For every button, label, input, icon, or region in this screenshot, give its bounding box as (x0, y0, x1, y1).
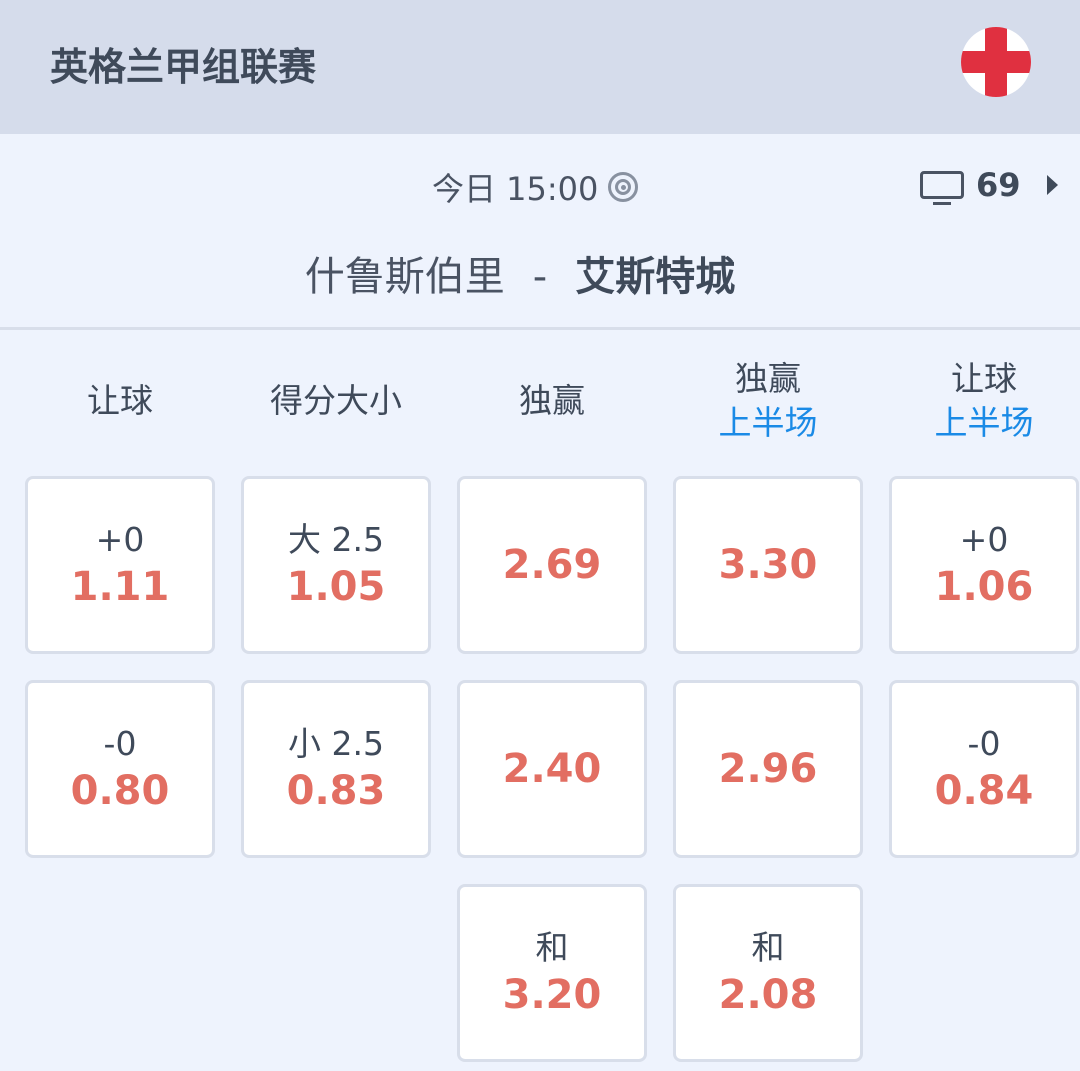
column-header: 让球 上半场 (876, 356, 1080, 446)
odds-button[interactable]: 2.69 (457, 476, 647, 654)
column-header: 独赢 (444, 356, 660, 446)
odds-value: 1.06 (934, 564, 1034, 610)
odds-button[interactable]: -0 0.80 (25, 680, 215, 858)
match-time: 今日 15:00 (432, 164, 639, 210)
odds-label: 大 2.5 (288, 520, 384, 559)
odds-button[interactable]: 2.40 (457, 680, 647, 858)
odds-value: 0.83 (286, 768, 386, 814)
odds-value: 1.05 (286, 564, 386, 610)
odds-label: +0 (959, 520, 1009, 559)
odds-button[interactable]: 和 3.20 (457, 884, 647, 1062)
odds-value: 0.80 (70, 768, 170, 814)
odds-value: 3.30 (718, 542, 818, 588)
odds-button[interactable]: 3.30 (673, 476, 863, 654)
teams: 什鲁斯伯里 - 艾斯特城 (0, 244, 1040, 302)
odds-label: 和 (535, 928, 569, 967)
odds-label: -0 (103, 724, 137, 763)
column-header: 独赢 上半场 (660, 356, 876, 446)
column-title: 独赢 (735, 359, 801, 398)
column-subtitle: 上半场 (718, 403, 818, 442)
odds-button[interactable]: -0 0.84 (889, 680, 1079, 858)
odds-button[interactable]: 小 2.5 0.83 (241, 680, 431, 858)
away-team: 艾斯特城 (575, 254, 736, 300)
odds-button[interactable]: 大 2.5 1.05 (241, 476, 431, 654)
league-title: 英格兰甲组联赛 (50, 45, 317, 89)
odds-value: 1.11 (70, 564, 170, 610)
column-title: 独赢 (519, 381, 585, 420)
column-title: 让球 (951, 359, 1017, 398)
home-team: 什鲁斯伯里 (304, 254, 505, 300)
odds-value: 3.20 (502, 972, 602, 1018)
column-title: 得分大小 (270, 381, 402, 420)
odds-value: 2.08 (718, 972, 818, 1018)
header: 英格兰甲组联赛 (0, 0, 1080, 134)
column-header: 得分大小 (228, 356, 444, 446)
odds-label: 小 2.5 (288, 724, 384, 763)
odds-button[interactable]: +0 1.06 (889, 476, 1079, 654)
odds-button[interactable]: 2.96 (673, 680, 863, 858)
live-target-icon[interactable] (608, 172, 639, 202)
column-header: 让球 (12, 356, 228, 446)
odds-value: 2.96 (718, 746, 818, 792)
odds-value: 2.40 (502, 746, 602, 792)
odds-button[interactable]: +0 1.11 (25, 476, 215, 654)
column-title: 让球 (87, 381, 153, 420)
odds-label: +0 (95, 520, 145, 559)
odds-value: 2.69 (502, 542, 602, 588)
divider (0, 327, 1080, 330)
chevron-right-icon (1046, 175, 1058, 195)
odds-value: 0.84 (934, 768, 1034, 814)
tv-count: 69 (976, 166, 1021, 204)
tv-live-button[interactable]: 69 (920, 166, 1058, 205)
tv-icon (920, 171, 964, 205)
team-separator: - (532, 254, 548, 300)
column-subtitle: 上半场 (934, 403, 1034, 442)
england-flag-icon (961, 27, 1031, 97)
match-time-text: 今日 15:00 (432, 170, 599, 208)
odds-button[interactable]: 和 2.08 (673, 884, 863, 1062)
odds-label: -0 (967, 724, 1001, 763)
odds-label: 和 (751, 928, 785, 967)
